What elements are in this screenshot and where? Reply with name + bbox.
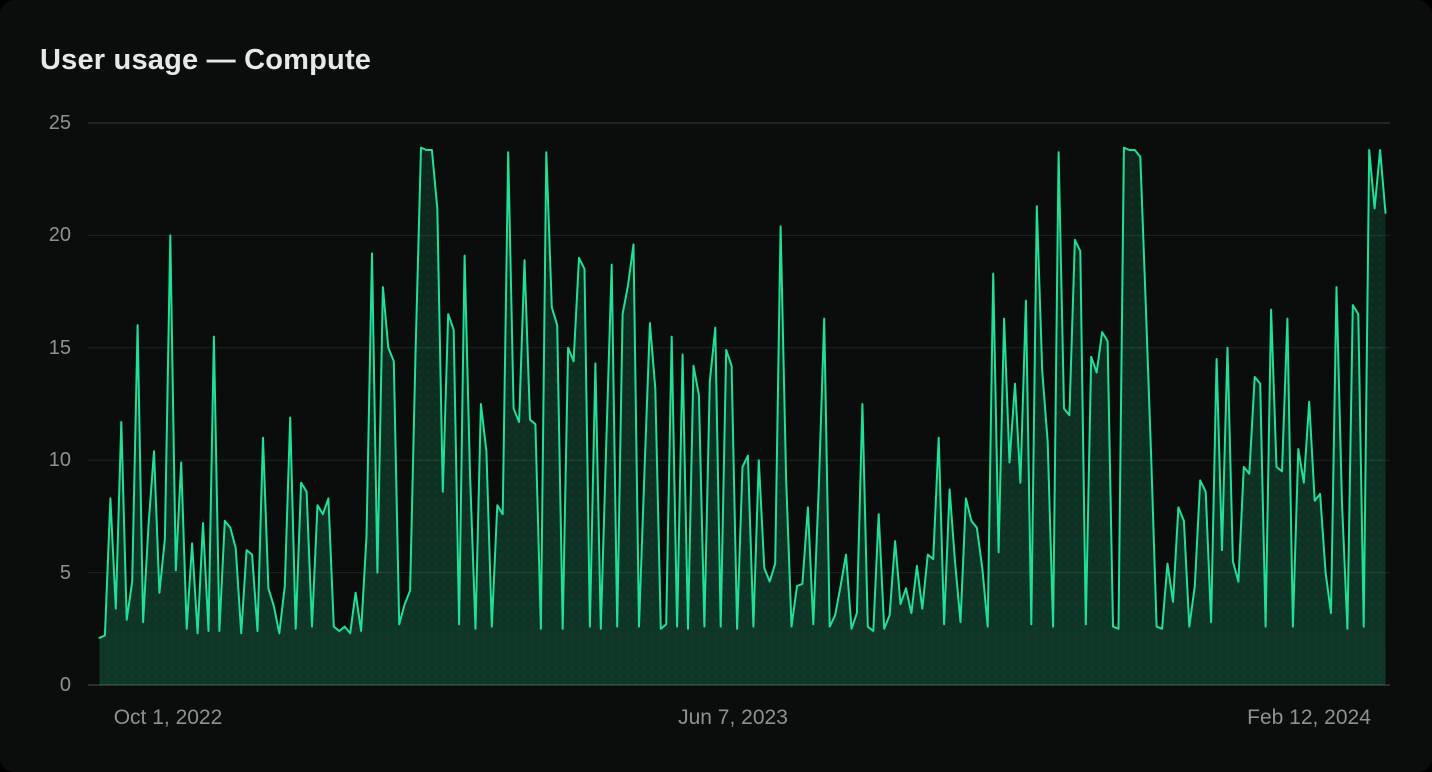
y-axis-label-0: 0 [59,674,71,696]
x-axis-label-jun-2023: Jun 7, 2023 [678,706,788,729]
y-axis-label-20: 20 [48,224,71,246]
y-axis-label-15: 15 [48,337,71,359]
series-line [98,146,1387,639]
x-axis-label-feb-2024: Feb 12, 2024 [1247,706,1371,729]
chart-title: User usage — Compute [40,44,372,76]
y-axis-label-25: 25 [48,112,71,134]
y-axis-label-5: 5 [59,562,71,584]
x-axis-label-oct-2022: Oct 1, 2022 [113,706,223,729]
area-fill [99,147,1386,685]
y-axis-label-10: 10 [48,449,71,471]
